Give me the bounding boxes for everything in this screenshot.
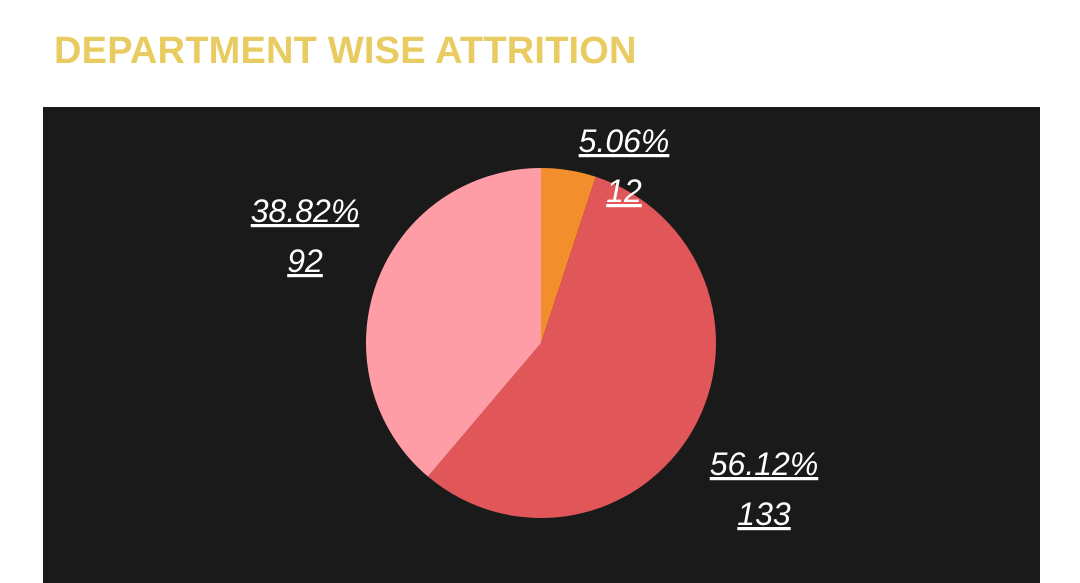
pie-labels: 5.06% 12 56.12% 133 38.82% 92 [251,123,819,532]
pie-slices [365,168,716,518]
slice-percent-label-0: 5.06% [579,123,670,159]
slice-count-label-0: 12 [606,173,642,209]
pie-slice-1 [427,176,716,518]
pie-slice-0 [541,168,596,343]
slice-count-label-1: 133 [737,496,791,532]
chart-panel: 5.06% 12 56.12% 133 38.82% 92 [43,107,1040,583]
pie-slice-2 [365,168,541,477]
pie-chart: 5.06% 12 56.12% 133 38.82% 92 [43,107,1040,583]
slice-count-label-2: 92 [287,243,323,279]
slice-percent-label-1: 56.12% [710,446,819,482]
chart-title: DEPARTMENT WISE ATTRITION [54,30,637,72]
slice-percent-label-2: 38.82% [251,193,360,229]
